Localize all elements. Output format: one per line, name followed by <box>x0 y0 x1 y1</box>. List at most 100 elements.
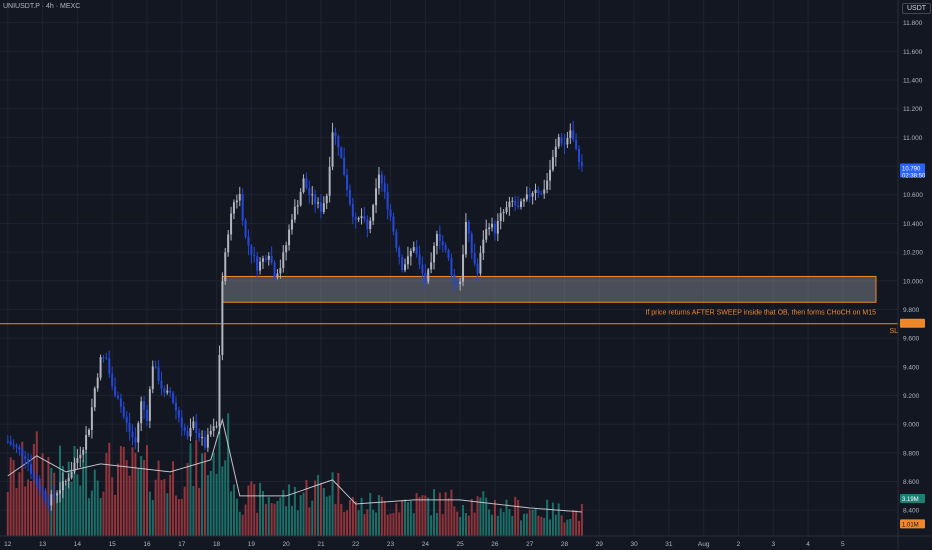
candle-body <box>44 491 47 501</box>
candle-body <box>230 213 233 235</box>
volume-bar <box>172 461 175 536</box>
volume-bar <box>514 496 517 536</box>
candle-body <box>76 457 79 463</box>
volume-bar <box>38 479 41 536</box>
volume-bar <box>163 479 166 536</box>
candle-body <box>96 377 99 389</box>
volume-bar <box>302 492 305 536</box>
volume-bar <box>244 504 247 536</box>
order-block-zones[interactable] <box>0 275 898 325</box>
symbol-header[interactable]: UNIUSDT.P · 4h · MEXC <box>3 3 81 10</box>
candle-body <box>288 229 291 246</box>
price-tick-label: 9.600 <box>903 336 920 343</box>
volume-bar <box>70 481 73 536</box>
candle-body <box>15 445 18 448</box>
candle-body <box>270 255 273 263</box>
volume-bar <box>108 442 111 536</box>
candle-body <box>476 263 479 274</box>
candle-body <box>311 194 314 196</box>
volume-bar <box>169 474 172 536</box>
candle-body <box>453 274 456 284</box>
volume-bar <box>209 470 212 536</box>
candle-body <box>450 257 453 275</box>
candle-body <box>346 174 349 190</box>
candle-body <box>360 216 363 219</box>
candle-body <box>438 234 441 242</box>
candle-body <box>482 239 485 254</box>
candle-body <box>308 188 311 196</box>
candle-body <box>505 207 508 213</box>
candle-body <box>105 357 108 359</box>
volume-bar <box>435 512 438 536</box>
candle-body <box>293 206 296 220</box>
price-tick-label: 9.000 <box>903 422 920 429</box>
candle-body <box>398 247 401 258</box>
price-tick-label: 10.400 <box>903 221 923 228</box>
time-axis[interactable]: 12 13 14 15 16 17 18 19 20 21 22 23 24 25 26 27 28 29 30 31… <box>0 535 932 548</box>
volume-bar <box>575 510 578 536</box>
candle-body <box>517 205 520 208</box>
candle-body <box>531 193 534 197</box>
candle-body <box>128 422 131 432</box>
volume-bar <box>6 492 9 536</box>
volume-bar <box>372 509 375 536</box>
candle-body <box>551 157 554 170</box>
volume-bar <box>366 509 369 536</box>
time-tick-label: 15 <box>109 541 117 548</box>
time-tick-label: 23 <box>387 541 395 548</box>
volume-bar <box>383 501 386 536</box>
volume-bar <box>241 514 244 536</box>
candle-body <box>444 245 447 251</box>
candle-body <box>456 283 459 285</box>
candle-body <box>383 183 386 192</box>
candle-body <box>418 254 421 265</box>
volume-bar <box>314 480 317 536</box>
candle-body <box>261 258 264 262</box>
candle-body <box>563 143 566 145</box>
volume-bar <box>554 514 557 536</box>
volume-bar <box>290 505 293 536</box>
currency-button[interactable]: USDT <box>902 3 932 14</box>
candle-body <box>238 193 241 201</box>
time-tick-label: 12 <box>4 541 12 548</box>
volume-bar <box>206 475 209 536</box>
candle-body <box>79 454 82 458</box>
candle-body <box>224 252 227 282</box>
candle-body <box>157 367 160 381</box>
price-tick-label: 8.800 <box>903 450 920 457</box>
volume-bar <box>296 510 299 536</box>
volume-bar <box>238 511 241 536</box>
candle-body <box>372 205 375 221</box>
volume-bar <box>322 488 325 536</box>
volume-bar <box>444 492 447 536</box>
volume-bar <box>551 502 554 536</box>
volume-bar <box>427 497 430 536</box>
volume-bar <box>116 463 119 536</box>
volume-bar <box>354 501 357 536</box>
candle-body <box>163 388 166 393</box>
price-tick-label: 11.800 <box>903 20 923 27</box>
candle-body <box>102 357 105 359</box>
volume-bar <box>319 482 322 536</box>
stop-loss-badge <box>900 318 925 328</box>
candle-body <box>290 219 293 230</box>
candle-body <box>473 252 476 264</box>
candle-body <box>401 257 404 271</box>
candle-body <box>421 264 424 273</box>
candle-body <box>319 202 322 212</box>
price-tick-label: 8.600 <box>903 479 920 486</box>
volume-bar <box>517 499 520 536</box>
candle-body <box>578 148 581 162</box>
volume-bar <box>493 499 496 536</box>
volume-bar <box>250 481 253 536</box>
candle-body <box>27 458 30 465</box>
volume-bar <box>525 513 528 536</box>
time-tick-label: 2 <box>737 541 741 548</box>
volume-bar <box>114 494 117 536</box>
price-axis[interactable]: 8.400 8.600 8.800 9.000 9.200 9.400 9.600 9.800… <box>897 0 923 550</box>
volume-bar <box>122 446 125 536</box>
candle-body <box>32 473 35 479</box>
volume-bar <box>177 499 180 536</box>
candle-body <box>337 136 340 148</box>
